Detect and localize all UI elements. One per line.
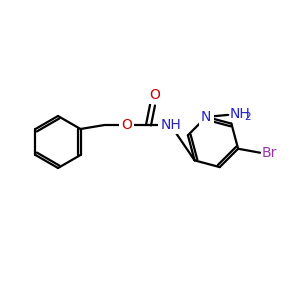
Text: O: O: [149, 88, 160, 102]
Text: 2: 2: [244, 112, 251, 122]
Text: NH: NH: [229, 107, 250, 121]
Text: O: O: [121, 118, 132, 132]
Text: NH: NH: [160, 118, 181, 132]
Text: Br: Br: [262, 146, 278, 160]
Text: N: N: [201, 110, 211, 124]
